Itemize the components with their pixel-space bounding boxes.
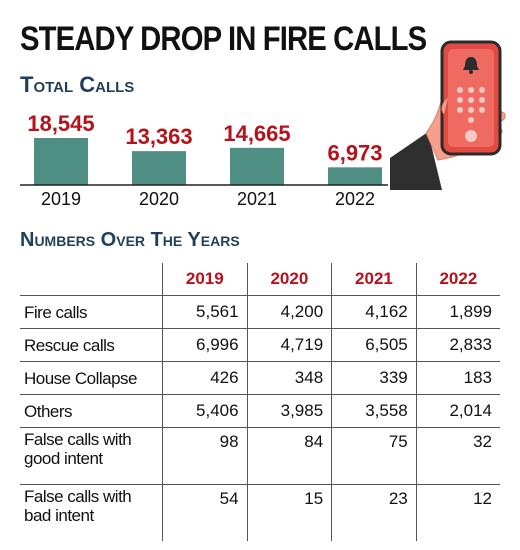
table-cell: 6,505	[331, 328, 417, 362]
bar-value-label: 14,665	[223, 121, 290, 146]
table-row: False calls with good intent 98 84 75 32	[20, 427, 500, 485]
x-tick-label: 2020	[139, 189, 179, 209]
table-cell: 98	[162, 427, 248, 485]
table-cell: 5,561	[162, 295, 248, 329]
headline: STEADY DROP IN FIRE CALLS	[20, 20, 427, 58]
bar	[34, 138, 88, 185]
table-cell: 1,899	[415, 295, 500, 329]
table-row: House Collapse 426 348 339 183	[20, 361, 500, 395]
row-label-line: good intent	[24, 449, 103, 468]
total-calls-bar-chart: 18,545 2019 13,363 2020 14,665 2021 6,973 2022	[20, 111, 388, 209]
table-cell: 5,406	[162, 394, 248, 428]
keypad-icon	[457, 87, 485, 123]
table-cell: 23	[331, 484, 417, 541]
bar-value-label: 18,545	[27, 111, 94, 136]
numbers-over-years-title: Numbers Over The Years	[20, 229, 240, 251]
table-cell: 12	[415, 484, 500, 541]
header-blank-cell	[20, 263, 163, 296]
x-tick-label: 2021	[237, 189, 277, 209]
row-label: False calls with bad intent	[20, 484, 163, 541]
hand-phone-illustration	[390, 40, 506, 190]
bar	[230, 147, 284, 185]
table-cell: 4,162	[331, 295, 417, 329]
row-label-line: Rescue calls	[24, 335, 115, 355]
table-cell: 6,996	[162, 328, 248, 362]
row-label: Rescue calls	[20, 328, 163, 362]
row-label: False calls with good intent	[20, 427, 163, 485]
column-header: 2021	[331, 263, 417, 296]
bar	[132, 151, 186, 185]
table-cell: 15	[246, 484, 332, 541]
table-cell: 183	[415, 361, 500, 395]
table-cell: 2,014	[415, 394, 500, 428]
table-row: Rescue calls 6,996 4,719 6,505 2,833	[20, 328, 500, 362]
row-label-line: False calls with	[24, 430, 132, 449]
column-header: 2022	[415, 263, 500, 296]
column-header: 2020	[246, 263, 332, 296]
table-row: False calls with bad intent 54 15 23 12	[20, 484, 500, 541]
row-label-line: House Collapse	[24, 368, 138, 388]
table-cell: 84	[246, 427, 332, 485]
bar-value-label: 6,973	[327, 140, 382, 165]
table-cell: 2,833	[415, 328, 500, 362]
phone-icon	[440, 40, 502, 156]
row-label-line: False calls with	[24, 487, 132, 506]
column-header: 2019	[162, 263, 248, 296]
table-cell: 75	[331, 427, 417, 485]
row-label: Others	[20, 394, 163, 428]
bar-value-label: 13,363	[125, 124, 192, 149]
table-cell: 426	[162, 361, 248, 395]
table-cell: 339	[331, 361, 417, 395]
x-tick-label: 2019	[41, 189, 81, 209]
x-tick-label: 2022	[335, 189, 375, 209]
bell-icon	[463, 57, 479, 74]
table-cell: 4,719	[246, 328, 332, 362]
row-label: Fire calls	[20, 295, 163, 329]
table-cell: 32	[415, 427, 500, 485]
table-cell: 348	[246, 361, 332, 395]
row-label-line: Fire calls	[24, 302, 88, 322]
total-calls-title: Total Calls	[20, 72, 135, 97]
table-cell: 4,200	[246, 295, 332, 329]
numbers-table: 2019 2020 2021 2022 Fire calls 5,561 4,2…	[20, 263, 500, 541]
table-cell: 54	[162, 484, 248, 541]
table-row: Others 5,406 3,985 3,558 2,014	[20, 394, 500, 428]
table-cell: 3,985	[246, 394, 332, 428]
table-header-row: 2019 2020 2021 2022	[20, 263, 500, 296]
row-label-line: bad intent	[24, 506, 94, 525]
bar	[328, 167, 382, 185]
table-cell: 3,558	[331, 394, 417, 428]
row-label: House Collapse	[20, 361, 163, 395]
row-label-line: Others	[24, 401, 73, 421]
table-row: Fire calls 5,561 4,200 4,162 1,899	[20, 295, 500, 329]
